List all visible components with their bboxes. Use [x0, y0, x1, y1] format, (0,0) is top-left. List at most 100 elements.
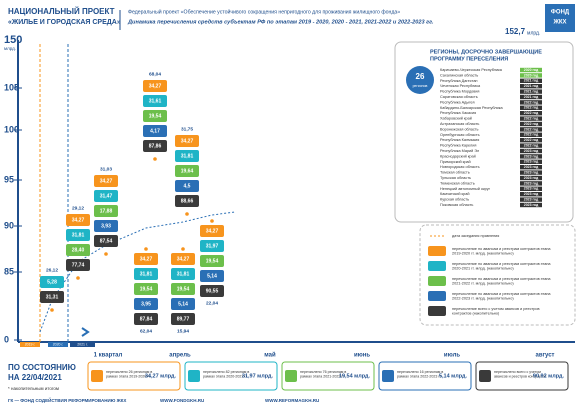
header-total: 152,7 — [505, 27, 526, 36]
year-badge — [520, 138, 542, 143]
legend-icon — [428, 261, 446, 271]
segment — [171, 268, 195, 280]
segment — [134, 268, 158, 280]
legend-icon — [428, 306, 446, 316]
segment-label: 5,14 — [178, 301, 188, 307]
segment-label: 89,77 — [177, 316, 190, 322]
segment — [134, 283, 158, 295]
column-label: 31,75 — [181, 126, 193, 132]
legend-text: перечисление по авансам и реестрам контр… — [452, 292, 551, 301]
segment-label: 4,17 — [150, 128, 160, 134]
y-label: 95 — [4, 174, 14, 184]
status-date: НА 22/04/2021 — [8, 373, 62, 382]
y-label: 85 — [4, 266, 14, 276]
region-year: 2023 год — [524, 181, 539, 185]
region-year: 2023 год — [524, 160, 539, 164]
y-label: 90 — [4, 220, 14, 230]
month-label: июнь — [354, 353, 370, 359]
segment-label: 34,27 — [72, 217, 85, 223]
legend-panel — [419, 224, 576, 326]
stage-dot — [50, 308, 54, 312]
year-badge — [520, 100, 542, 105]
segment — [94, 190, 118, 202]
header-federal: Федеральный проект «Обеспечение устойчив… — [128, 8, 400, 15]
region-name: Астраханская область — [440, 122, 479, 126]
region-name: Краснодарский край — [440, 154, 476, 158]
stage-dot — [210, 219, 214, 223]
region-year: 2020 год — [524, 68, 539, 72]
segment-label: 4,5 — [184, 183, 191, 189]
segment-label: 90,55 — [206, 288, 219, 294]
stage-dot — [144, 247, 148, 251]
column-label: 22,04 — [206, 300, 218, 306]
region-name: Хабаровский край — [440, 117, 472, 121]
year-badge — [520, 175, 542, 181]
segment-label: 5,14 — [207, 273, 217, 279]
segment — [143, 95, 167, 107]
region-name: Воронежская область — [440, 127, 479, 131]
region-name: Тюменская область — [440, 181, 475, 185]
segment — [200, 270, 224, 282]
segment — [200, 255, 224, 267]
summary-icon — [91, 370, 103, 382]
segment-label: 87,54 — [100, 238, 113, 244]
summary-icon — [479, 370, 491, 382]
region-year: 2022 год — [524, 100, 539, 104]
summary-amount: 31,97 млрд. — [242, 373, 274, 379]
regions-count: 26 — [416, 72, 425, 81]
year-badge — [520, 148, 542, 154]
legend-text: перечисление по авансам и реестрам контр… — [452, 277, 551, 286]
segment — [175, 195, 199, 207]
regions-count-label: регионов — [413, 84, 428, 88]
column-label: 29,12 — [72, 205, 84, 211]
regions-title: ПРОГРАММУ ПЕРЕСЕЛЕНИЯ — [430, 56, 508, 62]
region-name: Томская область — [440, 171, 470, 175]
segment-label: 31,81 — [140, 271, 153, 277]
region-year: 2022 год — [524, 117, 539, 121]
region-year: 2022 год — [524, 106, 539, 110]
logo-box — [545, 4, 575, 32]
segment — [200, 240, 224, 252]
segment-label: 88,66 — [181, 198, 194, 204]
year-badge — [520, 73, 542, 78]
region-year: 2023 год — [524, 176, 539, 180]
y-label: 105 — [4, 82, 19, 92]
segment-label: 31,81 — [177, 271, 190, 277]
column-label: 26,12 — [46, 267, 58, 273]
status-note: * накопительным итогом — [8, 386, 59, 391]
column-label: 68,04 — [149, 71, 161, 77]
month-label: июль — [444, 353, 460, 359]
summary-icon — [188, 370, 200, 382]
segment — [94, 235, 118, 247]
segment-label: 87,86 — [149, 143, 162, 149]
summary-text: перечислено 76 регионам в рамках этапа 20… — [300, 370, 346, 379]
segment — [171, 313, 195, 325]
summary-icon — [382, 370, 394, 382]
summary-amount: 90,92 млрд. — [533, 373, 565, 379]
segment-label: 28,40 — [72, 247, 85, 253]
segment — [134, 253, 158, 265]
y-label: 150 — [4, 34, 22, 46]
year-badge — [520, 202, 542, 208]
summary-text: перечислено 82 регионам в рамках этапа 20… — [203, 370, 249, 379]
stage-dot — [76, 276, 80, 280]
year-badge — [520, 89, 542, 94]
region-year: 2022 год — [524, 133, 539, 137]
arrow — [81, 327, 90, 337]
year-badge — [520, 111, 542, 116]
summary-icon — [285, 370, 297, 382]
column-label: 62,04 — [140, 328, 152, 334]
region-name: Карачаево-Черкесская Республика — [440, 68, 503, 72]
segment — [175, 150, 199, 162]
summary-text: перечислено 16 регионам в рамках этапа 20… — [397, 370, 443, 379]
year-badge — [520, 116, 542, 121]
segment-label: 19,54 — [206, 258, 219, 264]
year-label: 2019 г. — [25, 342, 36, 346]
segment-label: 5,28 — [47, 279, 57, 285]
header-title: «ЖИЛЬЕ И ГОРОДСКАЯ СРЕДА» — [8, 19, 121, 26]
year-badge — [520, 170, 542, 175]
segment — [40, 276, 64, 288]
segment — [40, 291, 64, 303]
region-name: Сахалинская область — [440, 73, 478, 77]
